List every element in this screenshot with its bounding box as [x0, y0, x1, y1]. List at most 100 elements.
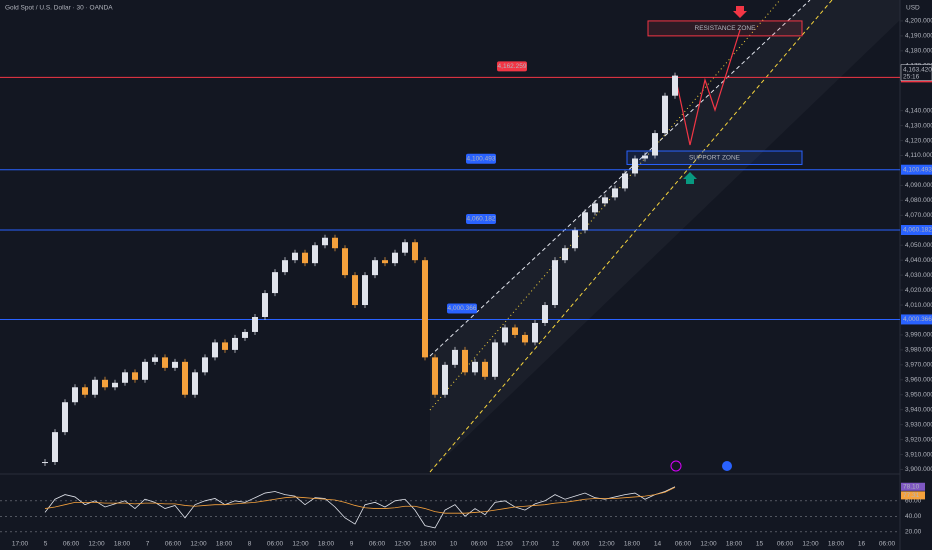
- candle: [132, 372, 138, 380]
- x-tick-label: 06:00: [369, 541, 386, 548]
- candle: [612, 188, 618, 198]
- rsi-tag-label: 78.10: [903, 483, 920, 490]
- candle: [272, 272, 278, 294]
- x-tick-label: 06:00: [471, 541, 488, 548]
- candle: [392, 252, 398, 264]
- down-arrow: [733, 6, 747, 18]
- x-tick-label: 18:00: [420, 541, 437, 548]
- y-tick-label: 4,110.000: [905, 152, 932, 159]
- candle: [482, 361, 488, 377]
- y-tick-label: 4,030.000: [905, 272, 932, 279]
- candle: [552, 260, 558, 306]
- x-tick-label: 12:00: [394, 541, 411, 548]
- candle: [222, 342, 228, 350]
- x-tick-label: 12:00: [292, 541, 309, 548]
- level-tag-label: 4,060.182: [467, 216, 496, 223]
- y-tick-label: 4,140.000: [905, 107, 932, 114]
- candle: [562, 248, 568, 261]
- rsi-tick-label: 20.00: [905, 529, 922, 536]
- candle: [182, 361, 188, 395]
- axis-tag-label: 4,100.493: [903, 166, 932, 173]
- last-price-tag: [900, 64, 932, 81]
- y-tick-label: 4,180.000: [905, 48, 932, 55]
- rsi-tag: [901, 491, 925, 500]
- axis-tag-label: 4,000.366: [903, 316, 932, 323]
- candle: [662, 95, 668, 134]
- flag-icon[interactable]: [722, 461, 732, 471]
- x-tick-label: 18:00: [726, 541, 743, 548]
- y-tick-label: 4,070.000: [905, 212, 932, 219]
- y-tick-label: 4,190.000: [905, 33, 932, 40]
- x-tick-label: 14: [654, 541, 662, 548]
- y-tick-label: 4,040.000: [905, 257, 932, 264]
- candle: [532, 322, 538, 343]
- x-tick-label: 12:00: [700, 541, 717, 548]
- zone: [647, 20, 803, 37]
- x-tick-label: 12:00: [598, 541, 615, 548]
- rsi-tag: [901, 482, 925, 491]
- x-tick-label: 12: [552, 541, 560, 548]
- up-arrow: [683, 172, 697, 184]
- candle: [262, 293, 268, 317]
- y-tick-label: 4,010.000: [905, 302, 932, 309]
- x-tick-label: 06:00: [165, 541, 182, 548]
- candle: [342, 248, 348, 276]
- y-tick-label: 4,090.000: [905, 182, 932, 189]
- x-tick-label: 06:00: [777, 541, 794, 548]
- x-tick-label: 06:00: [63, 541, 80, 548]
- x-tick-label: 9: [350, 541, 354, 548]
- x-tick-label: 06:00: [573, 541, 590, 548]
- candle: [372, 260, 378, 276]
- candle: [422, 260, 428, 358]
- x-tick-label: 18:00: [318, 541, 335, 548]
- countdown-label: 25:16: [903, 73, 920, 80]
- candle: [592, 203, 598, 213]
- last-price-label: 4,163.420: [903, 66, 932, 73]
- x-tick-label: 18:00: [216, 541, 233, 548]
- x-tick-label: 06:00: [879, 541, 896, 548]
- candle: [602, 197, 608, 204]
- candle: [472, 361, 478, 373]
- zone-label: RESISTANCE ZONE: [695, 25, 757, 32]
- x-tick-label: 12:00: [190, 541, 207, 548]
- candle: [92, 379, 98, 395]
- x-tick-label: 18:00: [624, 541, 641, 548]
- candle: [192, 372, 198, 395]
- level-tag-label: 4,162.259: [498, 63, 527, 70]
- y-tick-label: 3,970.000: [905, 362, 932, 369]
- y-tick-label: 3,990.000: [905, 332, 932, 339]
- candle: [402, 242, 408, 253]
- candle: [112, 382, 118, 388]
- candle: [152, 357, 158, 362]
- y-tick-label: 3,930.000: [905, 421, 932, 428]
- x-tick-label: 17:00: [12, 541, 29, 548]
- x-tick-label: 7: [146, 541, 150, 548]
- candle: [432, 357, 438, 395]
- forecast-path: [674, 29, 741, 146]
- axis-tag: [901, 224, 932, 235]
- candle: [542, 305, 548, 323]
- candle: [362, 275, 368, 306]
- candle: [442, 364, 448, 395]
- rsi-tag-label: 77.31: [903, 492, 920, 499]
- candle: [522, 334, 528, 343]
- x-tick-label: 5: [44, 541, 48, 548]
- y-tick-label: 4,120.000: [905, 137, 932, 144]
- candle: [42, 462, 48, 464]
- candle: [332, 237, 338, 249]
- candle: [632, 158, 638, 174]
- candle: [122, 372, 128, 383]
- candle: [572, 230, 578, 249]
- candle: [302, 252, 308, 264]
- candle: [142, 361, 148, 380]
- channel-lower: [429, 0, 833, 473]
- x-tick-label: 10: [450, 541, 458, 548]
- candle: [292, 252, 298, 261]
- x-tick-label: 06:00: [267, 541, 284, 548]
- candle: [642, 155, 648, 159]
- axis-tag-label: 4,060.182: [903, 227, 932, 234]
- event-icon[interactable]: [670, 460, 682, 472]
- candle: [252, 316, 258, 332]
